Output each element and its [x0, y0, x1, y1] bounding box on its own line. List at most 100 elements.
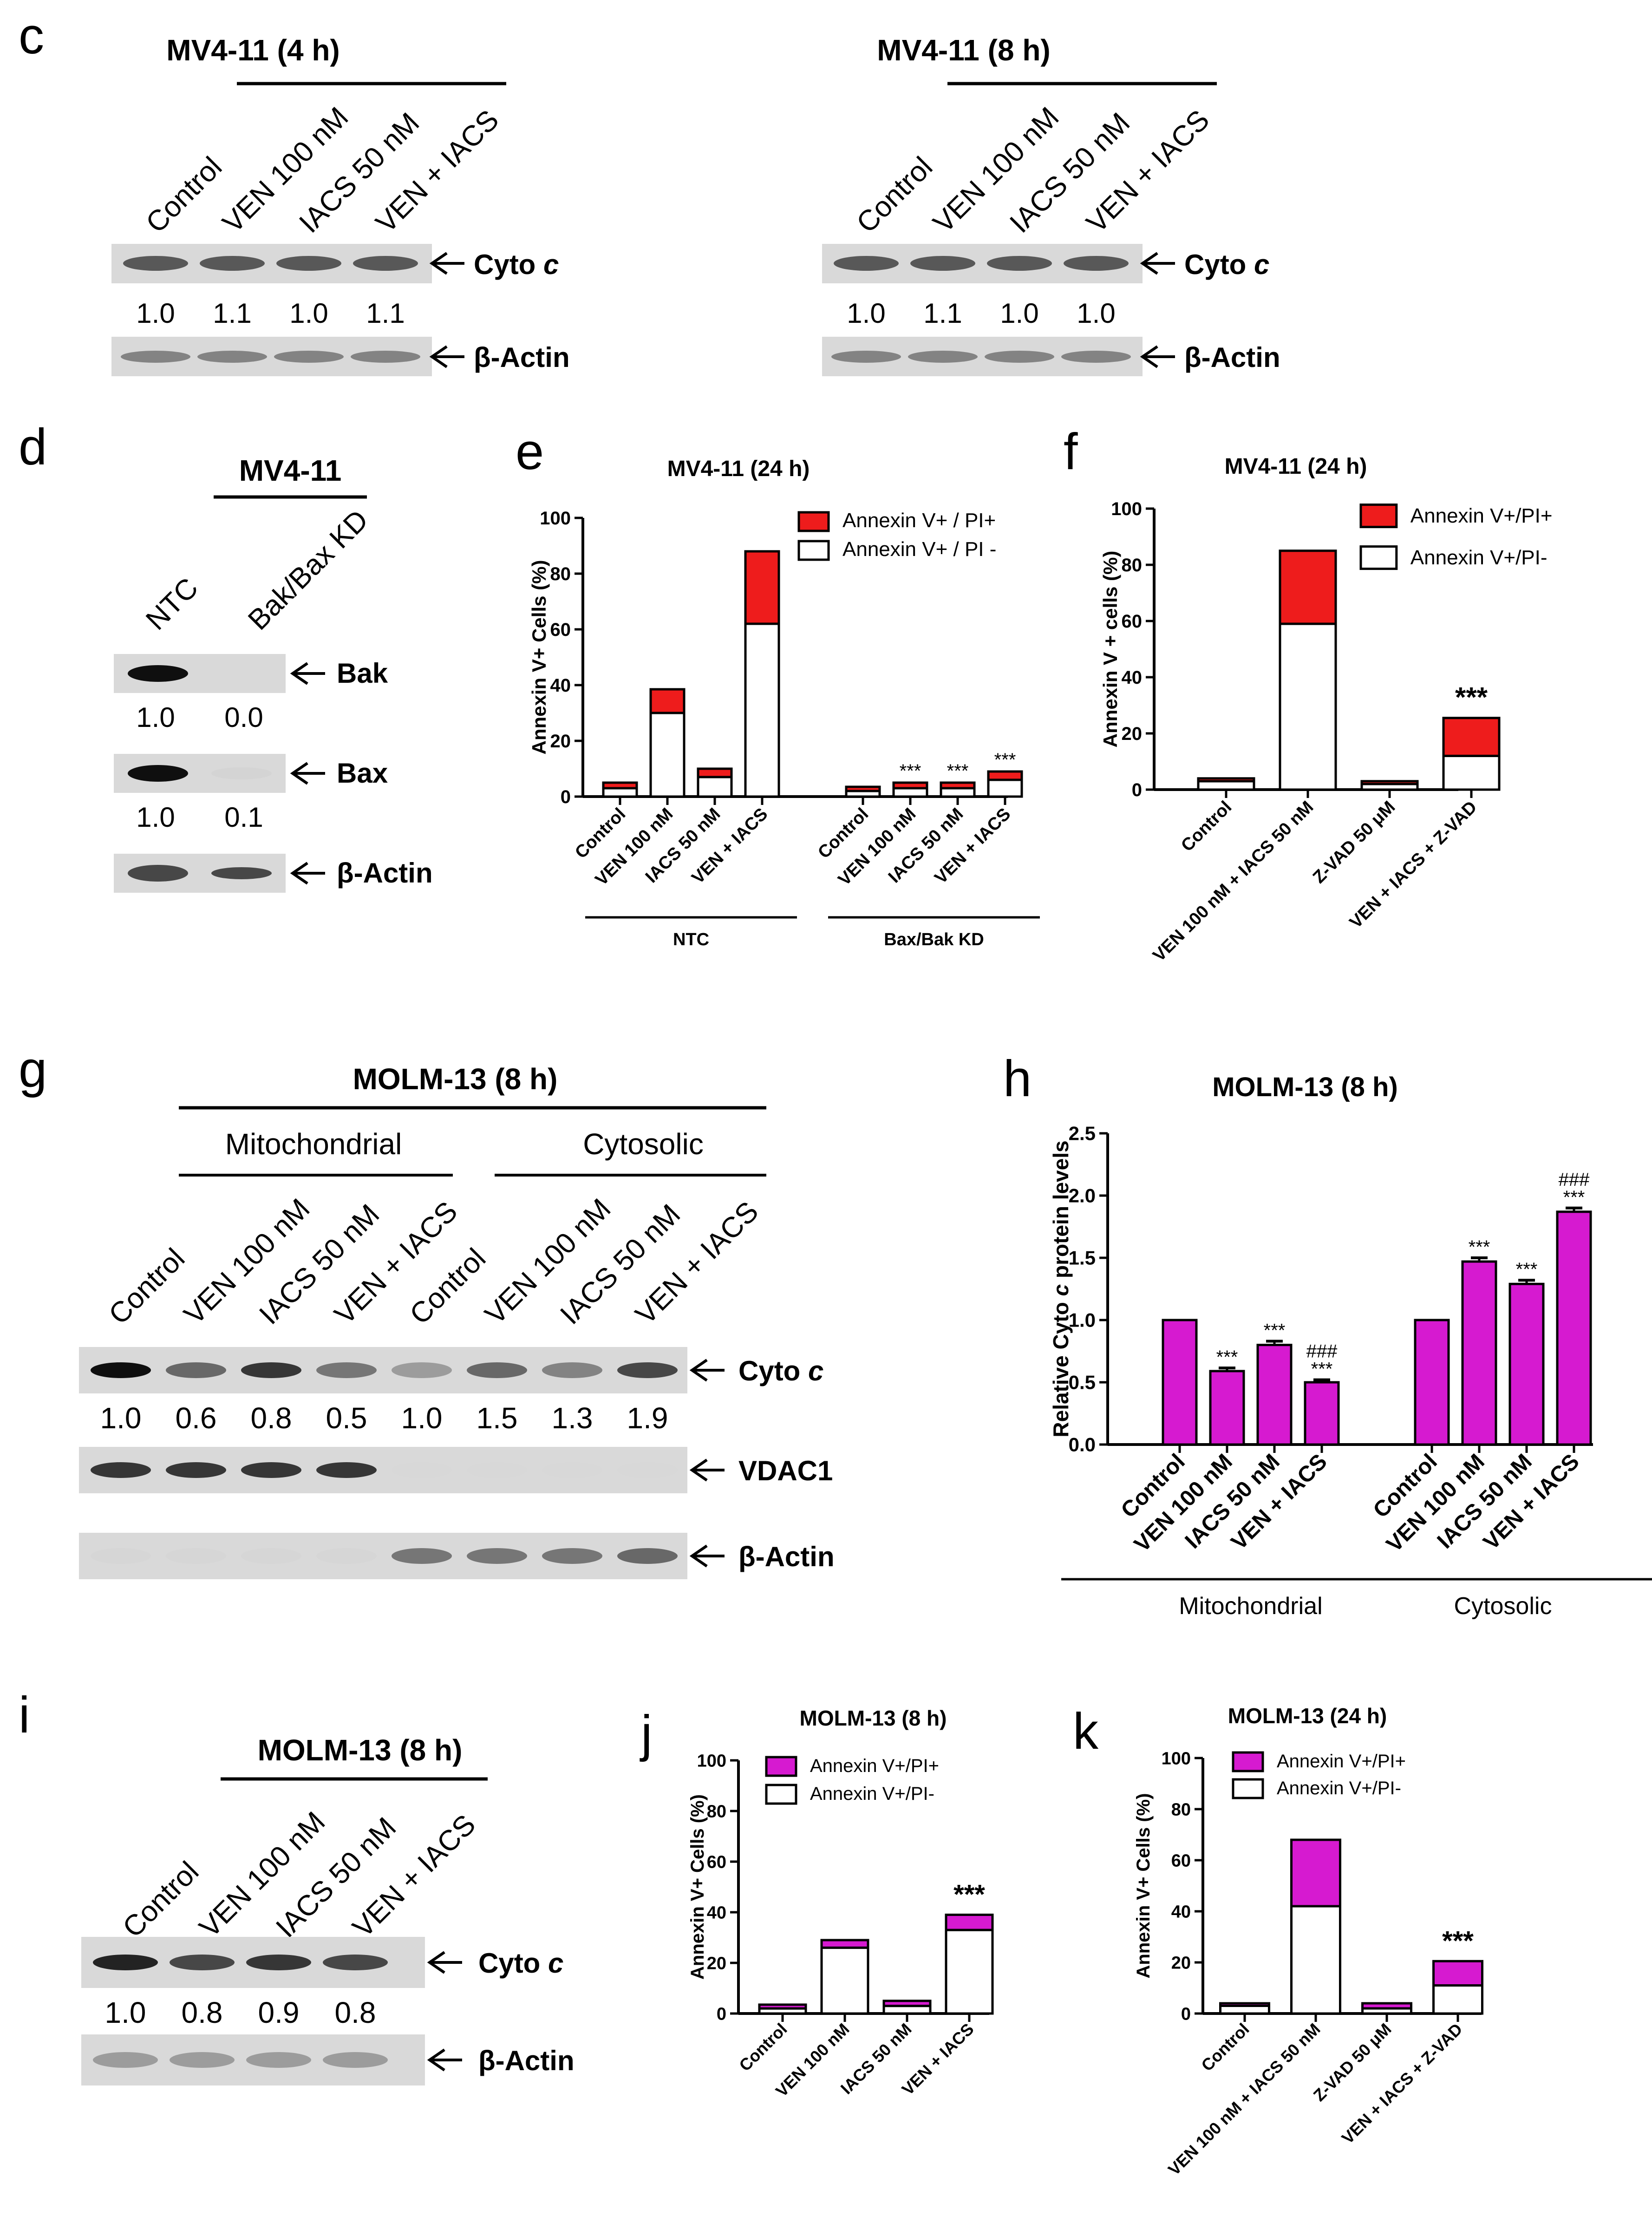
blot-band	[467, 1362, 527, 1378]
quant-value: 1.0	[105, 1996, 146, 2029]
quant-value: 1.5	[477, 1401, 518, 1435]
quant-value: 1.0	[1000, 298, 1038, 329]
blot-band-label: Cyto c	[474, 249, 559, 280]
blot-band	[200, 256, 265, 271]
quant-value: 1.1	[213, 298, 251, 329]
y-tick-label: 40	[1122, 667, 1143, 688]
quant-value: 1.1	[366, 298, 405, 329]
y-tick-label: 20	[1122, 724, 1143, 744]
legend-swatch	[765, 1784, 797, 1805]
group-label: Cytosolic	[1454, 1593, 1552, 1620]
y-axis-label: Annexin V+ Cells (%)	[1133, 1793, 1154, 1979]
blot-title: MOLM-13 (8 h)	[353, 1062, 558, 1096]
y-tick-label: 100	[1162, 1749, 1191, 1768]
blot-band	[392, 1362, 452, 1378]
blot-band	[241, 1462, 301, 1478]
bar-annexin-v-pi-	[697, 767, 733, 778]
blot-band	[121, 351, 190, 363]
y-tick-label: 0	[561, 787, 571, 807]
legend-swatch	[1232, 1778, 1264, 1799]
bar-relative-cyto-c	[1162, 1319, 1198, 1446]
blot-band	[93, 2052, 158, 2068]
y-tick-label: 60	[707, 1852, 726, 1872]
y-tick-label: 100	[697, 1751, 726, 1771]
y-tick-label: 60	[1122, 611, 1143, 632]
blot-band	[91, 1548, 151, 1564]
blot-band	[93, 1955, 158, 1970]
significance-mark: ***	[900, 761, 921, 781]
blot-band	[908, 351, 978, 363]
significance-mark: ***	[994, 750, 1016, 770]
arrow-head-icon	[290, 762, 308, 785]
x-tick-label: Z-VAD 50 μM	[1309, 798, 1399, 887]
blot-band	[91, 1362, 151, 1378]
panel-letter: h	[1003, 1050, 1032, 1107]
quant-value: 1.0	[100, 1401, 142, 1435]
y-axis-label: Annexin V+ Cells (%)	[528, 560, 550, 755]
blot-band	[353, 256, 418, 271]
blot-band	[246, 2052, 311, 2068]
blot-band	[128, 865, 188, 882]
lane-label: Control	[117, 1856, 205, 1944]
blot-band	[166, 1362, 226, 1378]
blot-band	[985, 351, 1054, 363]
blot-band	[276, 256, 341, 271]
blot-title: MOLM-13 (8 h)	[258, 1733, 463, 1767]
blot-band	[323, 2052, 388, 2068]
panel-letter: d	[19, 418, 47, 476]
blot-band	[323, 1955, 388, 1970]
chart-title: MV4-11 (24 h)	[667, 457, 810, 481]
blot-band	[241, 1548, 301, 1564]
blot-band	[211, 767, 272, 779]
blot-band-label: β-Actin	[478, 2045, 575, 2076]
bar-annexin-v-pi-	[945, 1913, 994, 1931]
quant-value: 1.0	[136, 298, 175, 329]
panel-letter: e	[516, 423, 544, 480]
blot-band	[351, 351, 420, 363]
blot-band-label: Cyto c	[478, 1948, 563, 1979]
arrow-head-icon	[689, 1359, 708, 1382]
blot-band	[166, 1462, 226, 1478]
blot-band-label: β-Actin	[738, 1541, 835, 1572]
y-axis-label: Annexin V+ Cells (%)	[687, 1794, 708, 1980]
blot-band	[617, 1548, 678, 1564]
arrow-head-icon	[427, 2048, 445, 2072]
blot-band-label: Bax	[337, 758, 388, 789]
bar-annexin-v-pi-	[1197, 780, 1255, 791]
blot-band	[834, 256, 899, 271]
x-tick-label: Control	[735, 2020, 790, 2075]
legend-label: Annexin V+/PI+	[810, 1756, 939, 1776]
blot-panel-d: d MV4-11 NTC Bak/Bax KD Bak 1.0 0.0 Bax 1.0 0.1 β-…	[19, 418, 433, 893]
lane-label: Control	[103, 1242, 191, 1331]
group-label: Cytosolic	[583, 1127, 704, 1161]
y-tick-label: 80	[707, 1802, 726, 1821]
panel-letter: g	[19, 1041, 47, 1098]
quant-value: 0.1	[224, 802, 263, 833]
significance-mark: ***	[1563, 1187, 1585, 1208]
blot-band-label: VDAC1	[738, 1455, 833, 1486]
group-label: NTC	[673, 930, 709, 949]
blot-band	[316, 1548, 377, 1564]
bar-relative-cyto-c	[1461, 1260, 1497, 1446]
significance-mark: ***	[1264, 1321, 1286, 1341]
blot-band-label: β-Actin	[474, 342, 570, 373]
blot-band	[392, 1548, 452, 1564]
y-tick-label: 80	[1122, 555, 1143, 575]
blot-title: MV4-11 (8 h)	[877, 33, 1050, 67]
y-tick-label: 20	[707, 1954, 726, 1973]
significance-mark: ***	[1442, 1926, 1474, 1956]
y-tick-label: 0	[1132, 780, 1142, 800]
bar-annexin-v-pi-	[987, 770, 1023, 781]
blot-band	[316, 1362, 377, 1378]
bar-annexin-v-pi-	[1360, 780, 1419, 785]
legend-swatch	[765, 1756, 797, 1777]
quant-value: 1.0	[1077, 298, 1115, 329]
bar-relative-cyto-c	[1209, 1370, 1245, 1446]
quant-value: 1.0	[136, 702, 175, 733]
significance-mark: ***	[1469, 1237, 1490, 1257]
chart-title: MOLM-13 (24 h)	[1228, 1704, 1387, 1728]
blot-band-label: Cyto c	[1184, 249, 1269, 280]
quant-value: 1.0	[289, 298, 328, 329]
blot-band	[467, 1548, 527, 1564]
bar-annexin-v-pi-	[744, 622, 780, 798]
